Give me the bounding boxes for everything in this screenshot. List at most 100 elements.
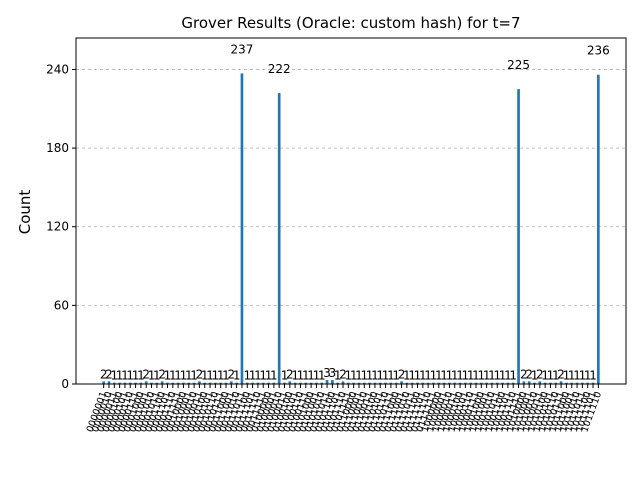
data-label: 1 <box>573 369 581 383</box>
bar <box>581 382 584 384</box>
data-label: 236 <box>587 44 610 58</box>
data-label: 2 <box>557 367 565 381</box>
bar <box>527 381 531 384</box>
bar <box>597 74 600 385</box>
bar <box>198 381 201 384</box>
data-label: 1 <box>110 369 118 383</box>
data-label: 1 <box>190 369 198 383</box>
bar <box>107 381 111 384</box>
bar <box>400 381 403 384</box>
data-label: 1 <box>414 369 422 383</box>
bar <box>394 382 398 384</box>
bar <box>389 382 393 384</box>
data-label: 1 <box>254 369 262 383</box>
bar <box>458 382 462 384</box>
data-label: 1 <box>345 369 353 383</box>
data-label: 1 <box>451 369 459 383</box>
data-label: 222 <box>268 62 291 76</box>
y-axis-label: Count <box>16 190 34 235</box>
bar <box>474 382 478 384</box>
bar <box>304 382 308 384</box>
bar <box>309 382 313 384</box>
data-label: 1 <box>552 369 560 383</box>
data-label: 3 <box>329 366 337 380</box>
bar <box>591 382 595 384</box>
data-label: 1 <box>121 369 129 383</box>
data-label: 237 <box>231 42 254 56</box>
bar <box>182 382 185 384</box>
data-label: 2 <box>142 367 150 381</box>
bar <box>347 382 350 384</box>
y-tick-label: 240 <box>46 62 69 76</box>
data-label: 1 <box>180 369 188 383</box>
bar <box>543 382 547 384</box>
data-label: 1 <box>584 369 592 383</box>
data-label: 2 <box>525 367 533 381</box>
bar <box>437 382 441 384</box>
bar <box>288 381 292 384</box>
bar <box>501 382 504 384</box>
data-label: 2 <box>227 367 235 381</box>
bar <box>368 382 371 384</box>
data-label: 1 <box>169 369 177 383</box>
bar <box>150 382 153 384</box>
bar <box>331 380 334 384</box>
data-label: 1 <box>355 369 363 383</box>
data-label: 1 <box>132 369 140 383</box>
bar <box>565 382 568 384</box>
data-label: 1 <box>419 369 427 383</box>
data-label: 1 <box>318 369 326 383</box>
data-label: 1 <box>259 369 267 383</box>
data-label: 1 <box>499 369 507 383</box>
bar <box>469 382 473 384</box>
data-label: 1 <box>472 369 480 383</box>
bar <box>416 382 419 384</box>
bar <box>495 382 499 384</box>
bar <box>464 382 467 384</box>
bar <box>277 93 281 384</box>
y-tick-label: 60 <box>54 298 69 312</box>
data-label: 2 <box>196 367 204 381</box>
bar <box>118 382 121 384</box>
data-label: 1 <box>531 369 539 383</box>
plot-frame <box>75 37 627 385</box>
data-label: 1 <box>281 369 289 383</box>
bar <box>192 382 196 384</box>
bar <box>517 89 520 384</box>
bar <box>405 382 409 384</box>
data-label: 1 <box>350 369 358 383</box>
data-label: 1 <box>249 369 257 383</box>
bar <box>448 382 451 384</box>
bar <box>315 382 318 384</box>
data-label: 1 <box>488 369 496 383</box>
bar <box>102 381 105 384</box>
bar <box>160 381 164 384</box>
bar <box>325 380 329 384</box>
bar <box>256 382 260 384</box>
data-label: 1 <box>243 369 251 383</box>
bar <box>384 382 387 384</box>
bar <box>352 382 355 384</box>
data-label: 1 <box>270 369 278 383</box>
y-tick-label: 0 <box>61 377 69 391</box>
bar <box>357 382 361 384</box>
bar <box>538 381 542 384</box>
bar <box>432 382 435 384</box>
data-label: 1 <box>509 369 517 383</box>
bar <box>112 382 116 384</box>
bar <box>533 382 536 384</box>
data-label: 1 <box>403 369 411 383</box>
data-label: 1 <box>371 369 379 383</box>
gridlines <box>76 69 626 385</box>
bar <box>511 382 515 384</box>
data-label: 1 <box>392 369 400 383</box>
bar <box>267 382 270 384</box>
data-label: 2 <box>398 367 406 381</box>
data-label: 1 <box>462 369 470 383</box>
bar <box>426 382 430 384</box>
bar <box>442 382 446 384</box>
bar <box>362 382 366 384</box>
bar <box>453 382 457 384</box>
data-label: 1 <box>164 369 172 383</box>
bar <box>506 382 510 384</box>
